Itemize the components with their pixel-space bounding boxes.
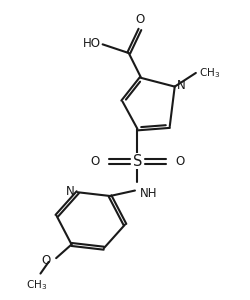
Text: HO: HO xyxy=(83,37,101,50)
Text: O: O xyxy=(41,254,50,267)
Text: O: O xyxy=(135,14,144,26)
Text: S: S xyxy=(133,154,142,169)
Text: N: N xyxy=(177,79,186,92)
Text: N: N xyxy=(66,184,75,197)
Text: CH$_3$: CH$_3$ xyxy=(26,278,47,292)
Text: O: O xyxy=(90,155,100,168)
Text: O: O xyxy=(176,155,185,168)
Text: CH$_3$: CH$_3$ xyxy=(199,66,220,80)
Text: NH: NH xyxy=(140,187,157,200)
